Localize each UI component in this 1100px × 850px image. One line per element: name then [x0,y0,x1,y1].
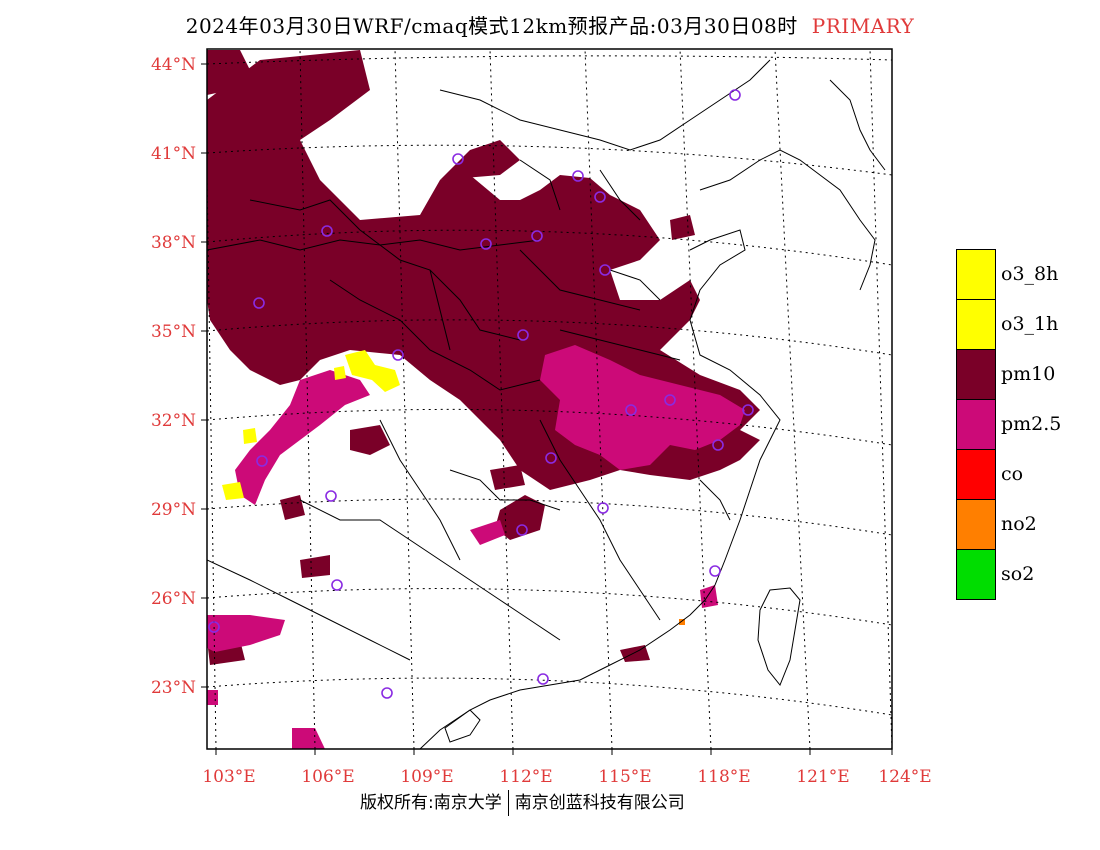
latitude-labels: 44°N 41°N 38°N 35°N 32°N 29°N 26°N 23°N [151,55,196,698]
lat-label: 23°N [151,678,196,698]
graticule [207,49,892,749]
pm10-region [207,50,760,665]
legend-swatch [956,299,996,349]
legend-swatch [956,249,996,299]
map-title-tag: PRIMARY [811,14,915,38]
city-markers [208,89,754,699]
copyright-left: 版权所有:南京大学 [360,793,502,813]
pm25-region [207,345,745,749]
lon-label: 103°E [202,767,255,787]
lat-label: 26°N [151,589,196,609]
lat-label: 29°N [151,500,196,520]
axis-ticks [201,63,893,755]
lon-label: 115°E [598,767,651,787]
legend-swatch [956,499,996,549]
lat-label: 41°N [151,144,196,164]
pollutant-legend: o3_8h o3_1h pm10 pm2.5 co no2 so2 [956,249,1076,600]
legend-swatch [956,549,996,600]
legend-label: pm10 [1001,363,1056,385]
lat-label: 35°N [151,322,196,342]
lon-label: 109°E [400,767,453,787]
copyright-footer: 版权所有:南京大学 南京创蓝科技有限公司 [360,788,685,816]
footer-divider [507,790,509,816]
lat-label: 38°N [151,233,196,253]
lat-label: 44°N [151,55,196,75]
lat-label: 32°N [151,411,196,431]
lon-label: 118°E [697,767,750,787]
map-title: 2024年03月30日WRF/cmaq模式12km预报产品:03月30日08时 P… [0,10,1100,39]
copyright-right: 南京创蓝科技有限公司 [514,793,685,813]
legend-swatch [956,349,996,399]
legend-item-pm25: pm2.5 [956,399,1076,449]
legend-label: so2 [1001,563,1035,585]
legend-item-o3-1h: o3_1h [956,299,1076,349]
o3-region [222,350,400,500]
legend-item-pm10: pm10 [956,349,1076,399]
longitude-labels: 103°E 106°E 109°E 112°E 115°E 118°E 121°… [202,767,931,787]
legend-item-co: co [956,449,1076,499]
lon-label: 112°E [499,767,552,787]
legend-label: o3_1h [1001,313,1059,335]
legend-item-no2: no2 [956,499,1076,549]
legend-label: pm2.5 [1001,413,1062,435]
legend-swatch [956,399,996,449]
no2-patch [679,619,685,625]
legend-item-o3-8h: o3_8h [956,249,1076,299]
legend-label: no2 [1001,513,1037,535]
legend-item-so2: so2 [956,549,1076,600]
plot-frame [206,48,893,750]
legend-label: co [1001,463,1024,485]
lon-label: 124°E [878,767,931,787]
legend-swatch [956,449,996,499]
lon-label: 121°E [796,767,849,787]
lon-label: 106°E [301,767,354,787]
map-title-text: 2024年03月30日WRF/cmaq模式12km预报产品:03月30日08时 [185,14,798,38]
legend-label: o3_8h [1001,263,1059,285]
